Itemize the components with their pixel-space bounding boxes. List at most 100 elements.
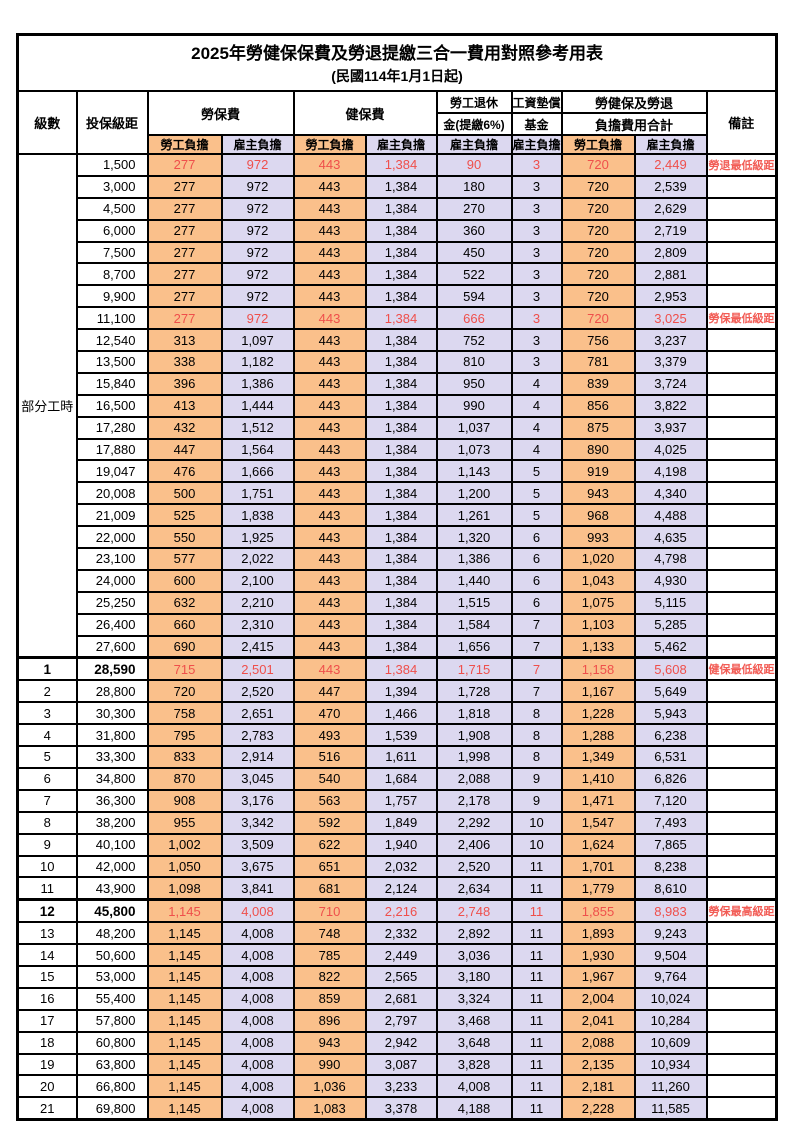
cell-level: 8 bbox=[16, 810, 78, 835]
cell-pension-employer: 90 bbox=[435, 153, 513, 177]
cell-labor-employer: 4,008 bbox=[220, 1096, 295, 1121]
cell-health-employee: 443 bbox=[292, 371, 367, 396]
table-row: 12 45,800 1,145 4,008 710 2,216 2,748 11 1,855 8,… bbox=[16, 898, 778, 924]
cell-health-employee: 592 bbox=[292, 810, 367, 835]
cell-pension-employer: 2,892 bbox=[435, 921, 513, 946]
cell-bracket: 9,900 bbox=[75, 284, 149, 309]
cell-bracket: 6,000 bbox=[75, 218, 149, 243]
cell-level: 4 bbox=[16, 723, 78, 748]
cell-bracket: 42,000 bbox=[75, 854, 149, 879]
cell-wage-fund-employer: 6 bbox=[510, 568, 563, 593]
cell-bracket: 25,250 bbox=[75, 590, 149, 615]
cell-pension-employer: 3,324 bbox=[435, 986, 513, 1011]
cell-total-employer: 3,724 bbox=[633, 371, 708, 396]
table-row: 17,880 447 1,564 443 1,384 1,073 4 890 4,025 bbox=[18, 437, 778, 462]
cell-bracket: 7,500 bbox=[75, 240, 149, 265]
cell-wage-fund-employer: 10 bbox=[510, 832, 563, 857]
cell-bracket: 24,000 bbox=[75, 568, 149, 593]
cell-pension-employer: 1,200 bbox=[435, 481, 513, 506]
cell-labor-employee: 758 bbox=[146, 701, 223, 726]
cell-bracket: 12,540 bbox=[75, 328, 149, 353]
cell-remark bbox=[705, 350, 778, 374]
cell-labor-employer: 4,008 bbox=[220, 943, 295, 967]
cell-pension-employer: 2,178 bbox=[435, 788, 513, 813]
cell-pension-employer: 752 bbox=[435, 328, 513, 353]
cell-health-employee: 443 bbox=[292, 612, 367, 637]
cell-health-employee: 443 bbox=[292, 634, 367, 660]
cell-remark bbox=[705, 679, 778, 704]
cell-health-employer: 3,233 bbox=[364, 1074, 438, 1099]
cell-health-employee: 681 bbox=[292, 876, 367, 901]
cell-health-employer: 2,216 bbox=[364, 898, 438, 924]
cell-bracket: 26,400 bbox=[75, 612, 149, 637]
cell-labor-employee: 1,145 bbox=[146, 964, 223, 989]
header-total-line2: 負擔費用合計 bbox=[560, 112, 708, 136]
cell-health-employer: 2,565 bbox=[364, 964, 438, 989]
cell-wage-fund-employer: 10 bbox=[510, 810, 563, 835]
cell-wage-fund-employer: 3 bbox=[510, 240, 563, 265]
cell-pension-employer: 1,320 bbox=[435, 525, 513, 550]
cell-bracket: 19,047 bbox=[75, 459, 149, 484]
cell-level-part-time: 部分工時 bbox=[16, 153, 78, 659]
cell-wage-fund-employer: 7 bbox=[510, 656, 563, 682]
title-cell: 2025年勞健保保費及勞退提繳三合一費用對照參考用表 (民國114年1月1日起) bbox=[16, 33, 778, 92]
cell-pension-employer: 1,584 bbox=[435, 612, 513, 637]
cell-total-employee: 1,288 bbox=[560, 723, 636, 748]
cell-labor-employer: 4,008 bbox=[220, 1052, 295, 1077]
cell-total-employer: 5,462 bbox=[633, 634, 708, 660]
cell-health-employer: 1,384 bbox=[364, 218, 438, 243]
cell-total-employee: 1,075 bbox=[560, 590, 636, 615]
cell-health-employee: 943 bbox=[292, 1030, 367, 1055]
cell-total-employee: 1,855 bbox=[560, 898, 636, 924]
cell-level: 11 bbox=[16, 876, 78, 901]
cell-bracket: 20,008 bbox=[75, 481, 149, 506]
cell-total-employee: 2,041 bbox=[560, 1008, 636, 1033]
cell-bracket: 15,840 bbox=[75, 371, 149, 396]
cell-wage-fund-employer: 7 bbox=[510, 612, 563, 637]
cell-wage-fund-employer: 3 bbox=[510, 196, 563, 221]
cell-labor-employer: 3,045 bbox=[220, 766, 295, 791]
cell-labor-employee: 277 bbox=[146, 306, 223, 331]
cell-level: 9 bbox=[16, 832, 78, 857]
cell-wage-fund-employer: 4 bbox=[510, 415, 563, 440]
cell-health-employee: 622 bbox=[292, 832, 367, 857]
header-labor-insurance: 勞保費 bbox=[146, 90, 295, 136]
cell-pension-employer: 810 bbox=[435, 350, 513, 374]
cell-health-employee: 443 bbox=[292, 590, 367, 615]
cell-total-employer: 11,585 bbox=[633, 1096, 708, 1121]
cell-level: 18 bbox=[16, 1030, 78, 1055]
cell-total-employee: 2,088 bbox=[560, 1030, 636, 1055]
premium-table: 2025年勞健保保費及勞退提繳三合一費用對照參考用表 (民國114年1月1日起)… bbox=[16, 33, 779, 1121]
page-title: 2025年勞健保保費及勞退提繳三合一費用對照參考用表 bbox=[191, 43, 603, 63]
cell-health-employee: 443 bbox=[292, 503, 367, 528]
cell-total-employer: 10,024 bbox=[633, 986, 708, 1011]
cell-health-employee: 443 bbox=[292, 350, 367, 374]
cell-wage-fund-employer: 11 bbox=[510, 1008, 563, 1033]
cell-remark bbox=[705, 174, 778, 199]
cell-labor-employer: 4,008 bbox=[220, 898, 295, 924]
cell-health-employer: 1,384 bbox=[364, 371, 438, 396]
cell-wage-fund-employer: 11 bbox=[510, 943, 563, 967]
cell-health-employer: 2,942 bbox=[364, 1030, 438, 1055]
cell-remark bbox=[705, 196, 778, 221]
cell-bracket: 57,800 bbox=[75, 1008, 149, 1033]
cell-total-employer: 6,826 bbox=[633, 766, 708, 791]
cell-labor-employer: 972 bbox=[220, 240, 295, 265]
table-row: 16,500 413 1,444 443 1,384 990 4 856 3,822 bbox=[18, 393, 778, 418]
cell-labor-employee: 1,145 bbox=[146, 898, 223, 924]
table-row: 19 63,800 1,145 4,008 990 3,087 3,828 11 2,135 10… bbox=[16, 1052, 778, 1077]
cell-remark bbox=[705, 328, 778, 353]
cell-health-employer: 1,384 bbox=[364, 240, 438, 265]
header-row-3: 勞工負擔 雇主負擔 勞工負擔 雇主負擔 雇主負擔 雇主負擔 勞工負擔 雇主負擔 bbox=[18, 134, 777, 155]
cell-remark bbox=[705, 766, 778, 791]
cell-health-employer: 1,384 bbox=[364, 284, 438, 309]
cell-pension-employer: 594 bbox=[435, 284, 513, 309]
header-wage-fund-line2: 基金 bbox=[510, 112, 563, 136]
cell-total-employee: 2,228 bbox=[560, 1096, 636, 1121]
cell-bracket: 28,590 bbox=[75, 656, 149, 682]
cell-wage-fund-employer: 3 bbox=[510, 218, 563, 243]
table-row: 11,100 277 972 443 1,384 666 3 720 3,025 勞保最低級距 bbox=[18, 306, 778, 331]
cell-pension-employer: 180 bbox=[435, 174, 513, 199]
cell-total-employer: 5,608 bbox=[633, 656, 708, 682]
cell-health-employee: 563 bbox=[292, 788, 367, 813]
